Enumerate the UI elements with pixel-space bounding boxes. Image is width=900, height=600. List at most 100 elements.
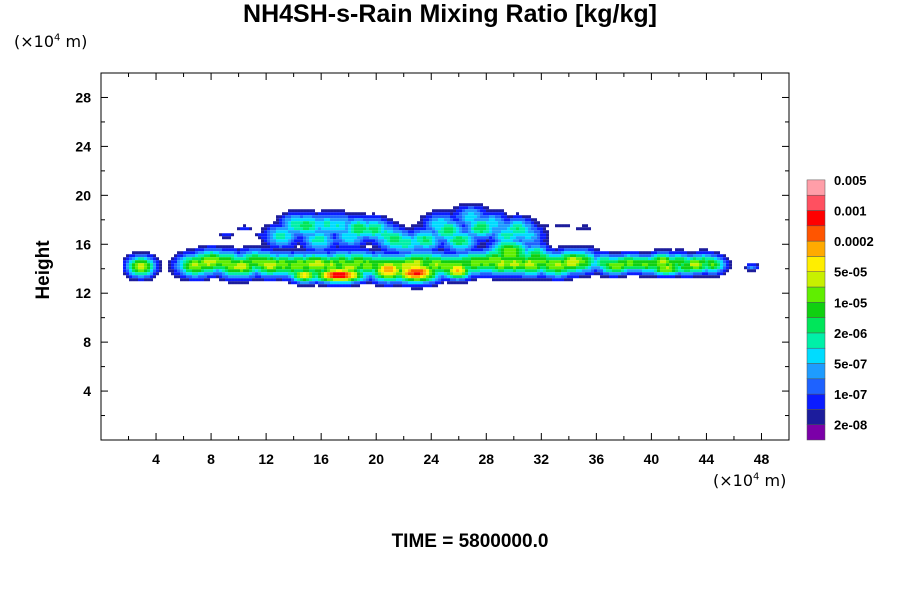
field-cell: [312, 236, 316, 240]
field-cell: [396, 278, 400, 282]
colorbar-swatch: [806, 210, 826, 227]
field-cell: [438, 215, 442, 219]
field-cell: [282, 239, 286, 243]
field-cell: [135, 254, 139, 258]
field-cell: [543, 242, 547, 246]
field-cell: [501, 278, 505, 282]
field-cell: [306, 254, 310, 258]
field-cell: [480, 236, 484, 240]
colorbar-swatch: [806, 256, 826, 272]
field-cell: [264, 242, 268, 246]
field-cell: [354, 275, 358, 279]
field-cell: [444, 224, 448, 228]
field-cell: [507, 251, 511, 255]
field-cell: [423, 260, 427, 264]
field-cell: [570, 260, 574, 264]
field-cell: [462, 206, 466, 210]
field-cell: [294, 269, 298, 273]
field-cell: [474, 272, 478, 276]
field-cell: [429, 266, 433, 270]
field-cell: [567, 254, 571, 258]
field-cell: [369, 260, 373, 264]
field-cell: [462, 278, 466, 282]
field-cell: [453, 236, 457, 240]
field-cell: [696, 272, 700, 276]
field-cell: [369, 281, 373, 285]
field-cell: [438, 218, 442, 222]
field-cell: [318, 242, 322, 246]
field-cell: [675, 248, 679, 252]
field-cell: [660, 257, 664, 261]
field-cell: [402, 281, 406, 285]
field-cell: [273, 242, 277, 246]
field-cell: [342, 263, 346, 267]
field-cell: [159, 269, 163, 273]
field-cell: [402, 263, 406, 267]
field-cell: [405, 266, 409, 270]
colorbar-swatch: [806, 393, 826, 410]
field-cell: [429, 212, 433, 216]
field-cell: [351, 269, 355, 273]
field-cell: [516, 239, 520, 243]
field-cell: [381, 248, 385, 252]
field-cell: [372, 281, 376, 285]
field-cell: [501, 221, 505, 225]
field-cell: [621, 257, 625, 261]
field-cell: [192, 248, 196, 252]
field-cell: [453, 269, 457, 273]
field-cell: [456, 236, 460, 240]
field-cell: [612, 266, 616, 270]
field-cell: [471, 203, 475, 207]
field-cell: [228, 251, 232, 255]
field-cell: [576, 272, 580, 276]
field-cell: [297, 263, 301, 267]
field-cell: [570, 248, 574, 252]
field-cell: [360, 275, 364, 279]
field-cell: [519, 215, 523, 219]
field-cell: [267, 245, 271, 249]
field-cell: [498, 224, 502, 228]
field-cell: [147, 263, 151, 267]
field-cell: [378, 284, 382, 288]
field-cell: [411, 278, 415, 282]
field-cell: [456, 245, 460, 249]
field-cell: [717, 257, 721, 261]
field-cell: [549, 251, 553, 255]
field-cell: [228, 248, 232, 252]
field-cell: [381, 215, 385, 219]
field-cell: [261, 254, 265, 258]
field-cell: [357, 215, 361, 219]
field-cell: [210, 257, 214, 261]
field-cell: [465, 275, 469, 279]
field-cell: [459, 269, 463, 273]
field-cell: [306, 263, 310, 267]
field-cell: [480, 230, 484, 234]
y-axis-unit: (×104 m): [14, 32, 88, 51]
field-cell: [336, 221, 340, 225]
field-cell: [354, 254, 358, 258]
field-cell: [675, 275, 679, 279]
field-cell: [384, 224, 388, 228]
field-cell: [528, 269, 532, 273]
field-cell: [276, 227, 280, 231]
field-cell: [558, 275, 562, 279]
field-cell: [606, 251, 610, 255]
field-cell: [237, 248, 241, 252]
field-cell: [690, 272, 694, 276]
field-cell: [672, 260, 676, 264]
field-cell: [336, 257, 340, 261]
field-cell: [684, 275, 688, 279]
field-cell: [381, 269, 385, 273]
field-cell: [189, 260, 193, 264]
field-cell: [684, 251, 688, 255]
field-cell: [474, 242, 478, 246]
field-cell: [690, 254, 694, 258]
field-cell: [507, 260, 511, 264]
field-cell: [267, 278, 271, 282]
field-cell: [225, 233, 229, 237]
field-cell: [660, 260, 664, 264]
field-cell: [402, 275, 406, 279]
field-cell: [300, 221, 304, 225]
field-cell: [204, 245, 208, 249]
field-cell: [123, 266, 127, 270]
